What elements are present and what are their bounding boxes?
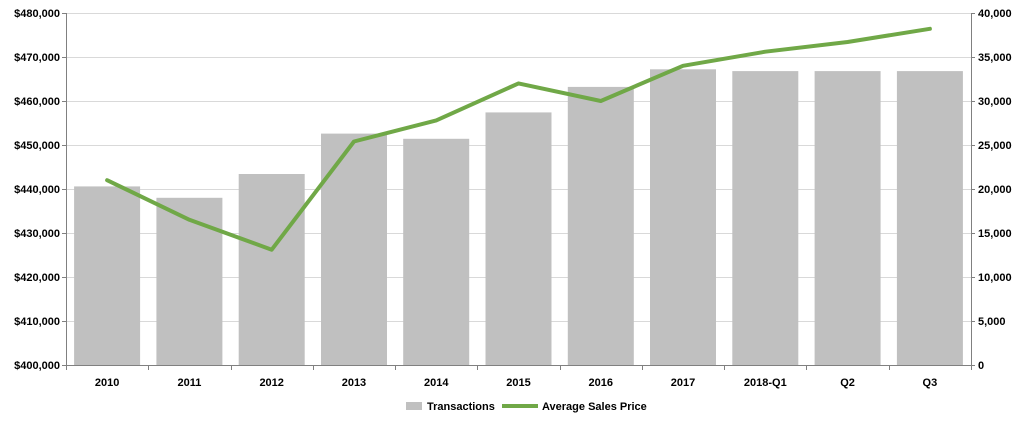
x-axis-tick-labels: 2010 2011 2012 2013 2014 2015 2016 2017 2018-Q1 Q… bbox=[95, 377, 937, 389]
legend-transactions-swatch bbox=[406, 402, 422, 410]
right-axis-tick-label: 0 bbox=[978, 360, 984, 372]
legend-average-sales-price-label: Average Sales Price bbox=[542, 401, 647, 413]
transactions-bar bbox=[403, 138, 470, 365]
x-axis-tick-label: 2011 bbox=[177, 377, 201, 389]
left-axis-tick-label: $480,000 bbox=[14, 8, 60, 20]
left-axis-tick-label: $430,000 bbox=[14, 228, 60, 240]
right-axis-tick-label: 10,000 bbox=[978, 272, 1012, 284]
x-axis-tick-label: Q2 bbox=[840, 377, 855, 389]
transactions-bar bbox=[650, 69, 716, 366]
left-axis-tick-label: $410,000 bbox=[14, 316, 60, 328]
transactions-bar bbox=[732, 71, 799, 365]
average-sales-price-line bbox=[105, 26, 932, 252]
right-axis-tick-label: 15,000 bbox=[978, 228, 1012, 240]
transactions-bar bbox=[485, 112, 552, 366]
x-axis-tick-label: 2013 bbox=[342, 377, 366, 389]
transactions-bar bbox=[567, 86, 634, 366]
transactions-bar bbox=[321, 133, 387, 365]
x-axis-tick-label: 2018-Q1 bbox=[744, 377, 787, 389]
x-axis-tick-label: 2016 bbox=[589, 377, 613, 389]
transactions-bar bbox=[74, 186, 141, 365]
x-axis-tick-label: 2012 bbox=[259, 377, 283, 389]
legend-transactions-label: Transactions bbox=[427, 401, 495, 413]
left-axis-tick-label: $420,000 bbox=[14, 272, 60, 284]
right-axis-tick-label: 5,000 bbox=[978, 316, 1006, 328]
legend: Transactions Average Sales Price bbox=[406, 401, 647, 413]
average-sales-price-line-series bbox=[105, 26, 932, 252]
left-axis-tick-labels: $400,000 $410,000 $420,000 $430,000 $440,000… bbox=[14, 8, 60, 372]
axes bbox=[62, 13, 975, 370]
transactions-bar bbox=[238, 174, 305, 365]
right-axis-tick-label: 30,000 bbox=[978, 96, 1012, 108]
right-axis-tick-label: 40,000 bbox=[978, 8, 1012, 20]
left-axis-tick-label: $440,000 bbox=[14, 184, 60, 196]
x-axis-tick-label: 2014 bbox=[424, 377, 449, 389]
x-axis-tick-label: Q3 bbox=[923, 377, 938, 389]
left-axis-tick-label: $400,000 bbox=[14, 360, 60, 372]
left-axis-tick-label: $470,000 bbox=[14, 52, 60, 64]
left-axis-tick-label: $450,000 bbox=[14, 140, 60, 152]
right-axis-tick-label: 25,000 bbox=[978, 140, 1012, 152]
transactions-bars bbox=[74, 69, 963, 366]
transactions-bar bbox=[814, 71, 881, 365]
x-axis-tick-label: 2015 bbox=[506, 377, 530, 389]
right-axis-tick-label: 35,000 bbox=[978, 52, 1012, 64]
transactions-bar bbox=[156, 197, 223, 365]
right-axis-tick-labels: 0 5,000 10,000 15,000 20,000 25,000 30,000 35,0… bbox=[978, 8, 1012, 372]
transactions-bar bbox=[896, 71, 963, 365]
right-axis-tick-label: 20,000 bbox=[978, 184, 1012, 196]
left-axis-tick-label: $460,000 bbox=[14, 96, 60, 108]
x-axis-tick-label: 2017 bbox=[671, 377, 695, 389]
x-axis-tick-label: 2010 bbox=[95, 377, 119, 389]
